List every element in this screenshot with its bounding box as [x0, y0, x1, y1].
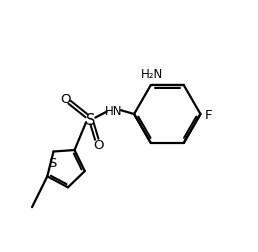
Text: O: O: [60, 93, 70, 106]
Text: S: S: [86, 112, 95, 127]
Text: HN: HN: [105, 104, 123, 117]
Text: H₂N: H₂N: [141, 67, 163, 80]
Text: F: F: [205, 108, 213, 121]
Text: S: S: [48, 156, 57, 169]
Text: O: O: [93, 139, 104, 151]
